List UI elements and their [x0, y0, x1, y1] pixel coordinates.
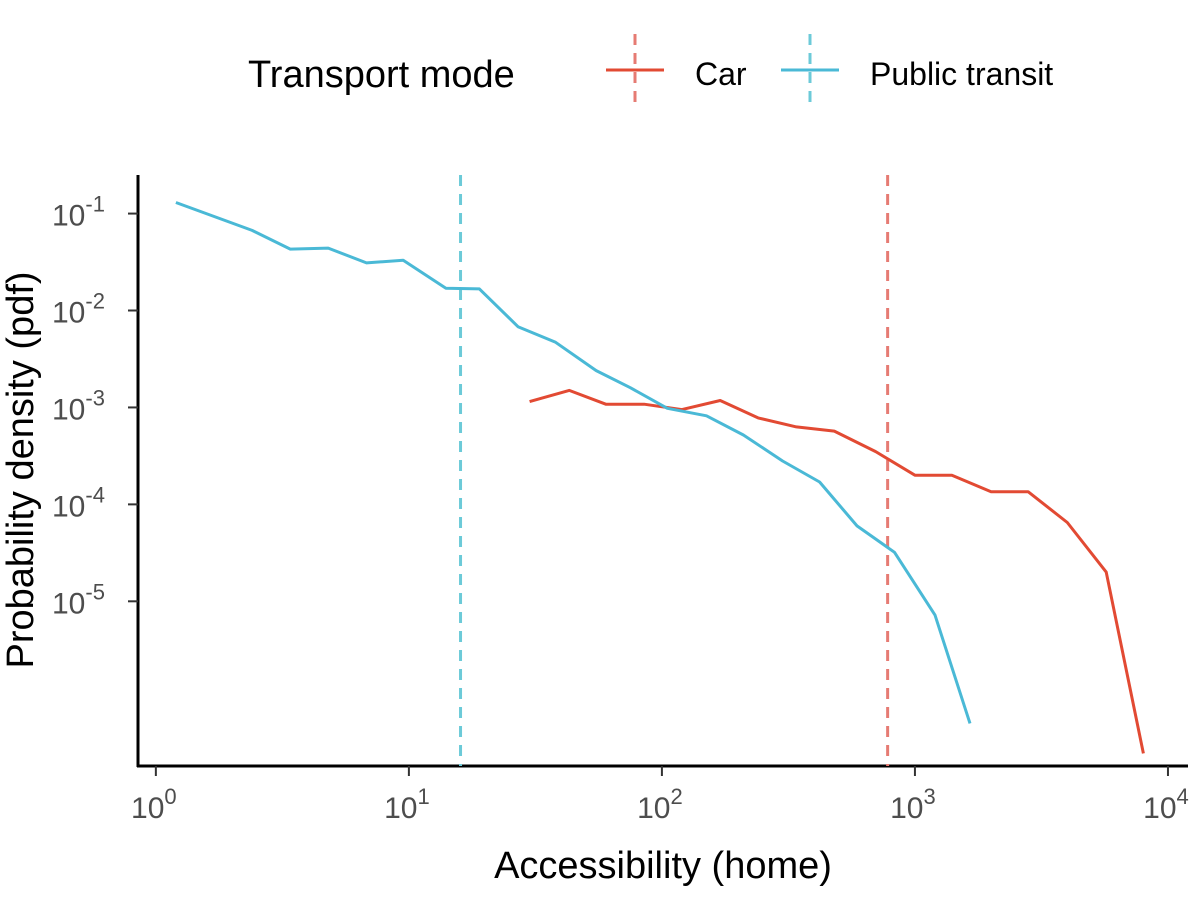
legend-key-public-transit [781, 34, 839, 106]
mean-lines [459, 175, 890, 766]
x-tick-exponent: 0 [164, 784, 176, 809]
y-tick-label: 10-5 [52, 579, 105, 620]
y-tick-exponent: -4 [85, 482, 105, 507]
legend: Transport mode Car Public transit [248, 34, 1053, 106]
x-tick-exponent: 2 [670, 784, 682, 809]
y-tick-label: 10-3 [52, 385, 105, 426]
legend-label-public-transit: Public transit [870, 56, 1053, 92]
x-tick-label: 102 [637, 784, 683, 825]
x-tick-exponent: 3 [924, 784, 936, 809]
y-axis-title: Probability density (pdf) [0, 271, 42, 668]
y-tick-label: 10-4 [52, 482, 105, 523]
x-tick-exponent: 1 [417, 784, 429, 809]
x-tick-label: 100 [131, 784, 177, 825]
x-tick-base: 10 [1143, 792, 1176, 825]
x-tick-label: 103 [890, 784, 936, 825]
x-tick-base: 10 [637, 792, 670, 825]
series-lines [175, 201, 1145, 754]
y-tick-base: 10 [52, 490, 85, 523]
y-axis-ticks: 10-110-210-310-410-5 [52, 192, 138, 620]
y-tick-base: 10 [52, 393, 85, 426]
y-tick-exponent: -2 [85, 289, 105, 314]
legend-key-car [606, 34, 664, 106]
series-line-car [529, 388, 1145, 754]
y-tick-exponent: -3 [85, 385, 105, 410]
legend-title: Transport mode [248, 54, 515, 96]
x-tick-base: 10 [131, 792, 164, 825]
x-axis-title: Accessibility (home) [494, 845, 832, 887]
y-tick-label: 10-1 [52, 192, 105, 233]
x-tick-base: 10 [890, 792, 923, 825]
y-tick-exponent: -1 [85, 192, 105, 217]
x-axis-ticks: 100 101 102 103 104 [131, 766, 1189, 825]
y-tick-exponent: -5 [85, 579, 105, 604]
legend-label-car: Car [695, 56, 747, 92]
y-tick-base: 10 [52, 587, 85, 620]
x-tick-base: 10 [384, 792, 417, 825]
y-tick-base: 10 [52, 297, 85, 330]
y-tick-label: 10-2 [52, 289, 105, 330]
series-line-public-transit [175, 201, 972, 724]
y-tick-base: 10 [52, 200, 85, 233]
x-tick-label: 104 [1143, 784, 1189, 825]
x-tick-exponent: 4 [1177, 784, 1189, 809]
x-tick-label: 101 [384, 784, 430, 825]
